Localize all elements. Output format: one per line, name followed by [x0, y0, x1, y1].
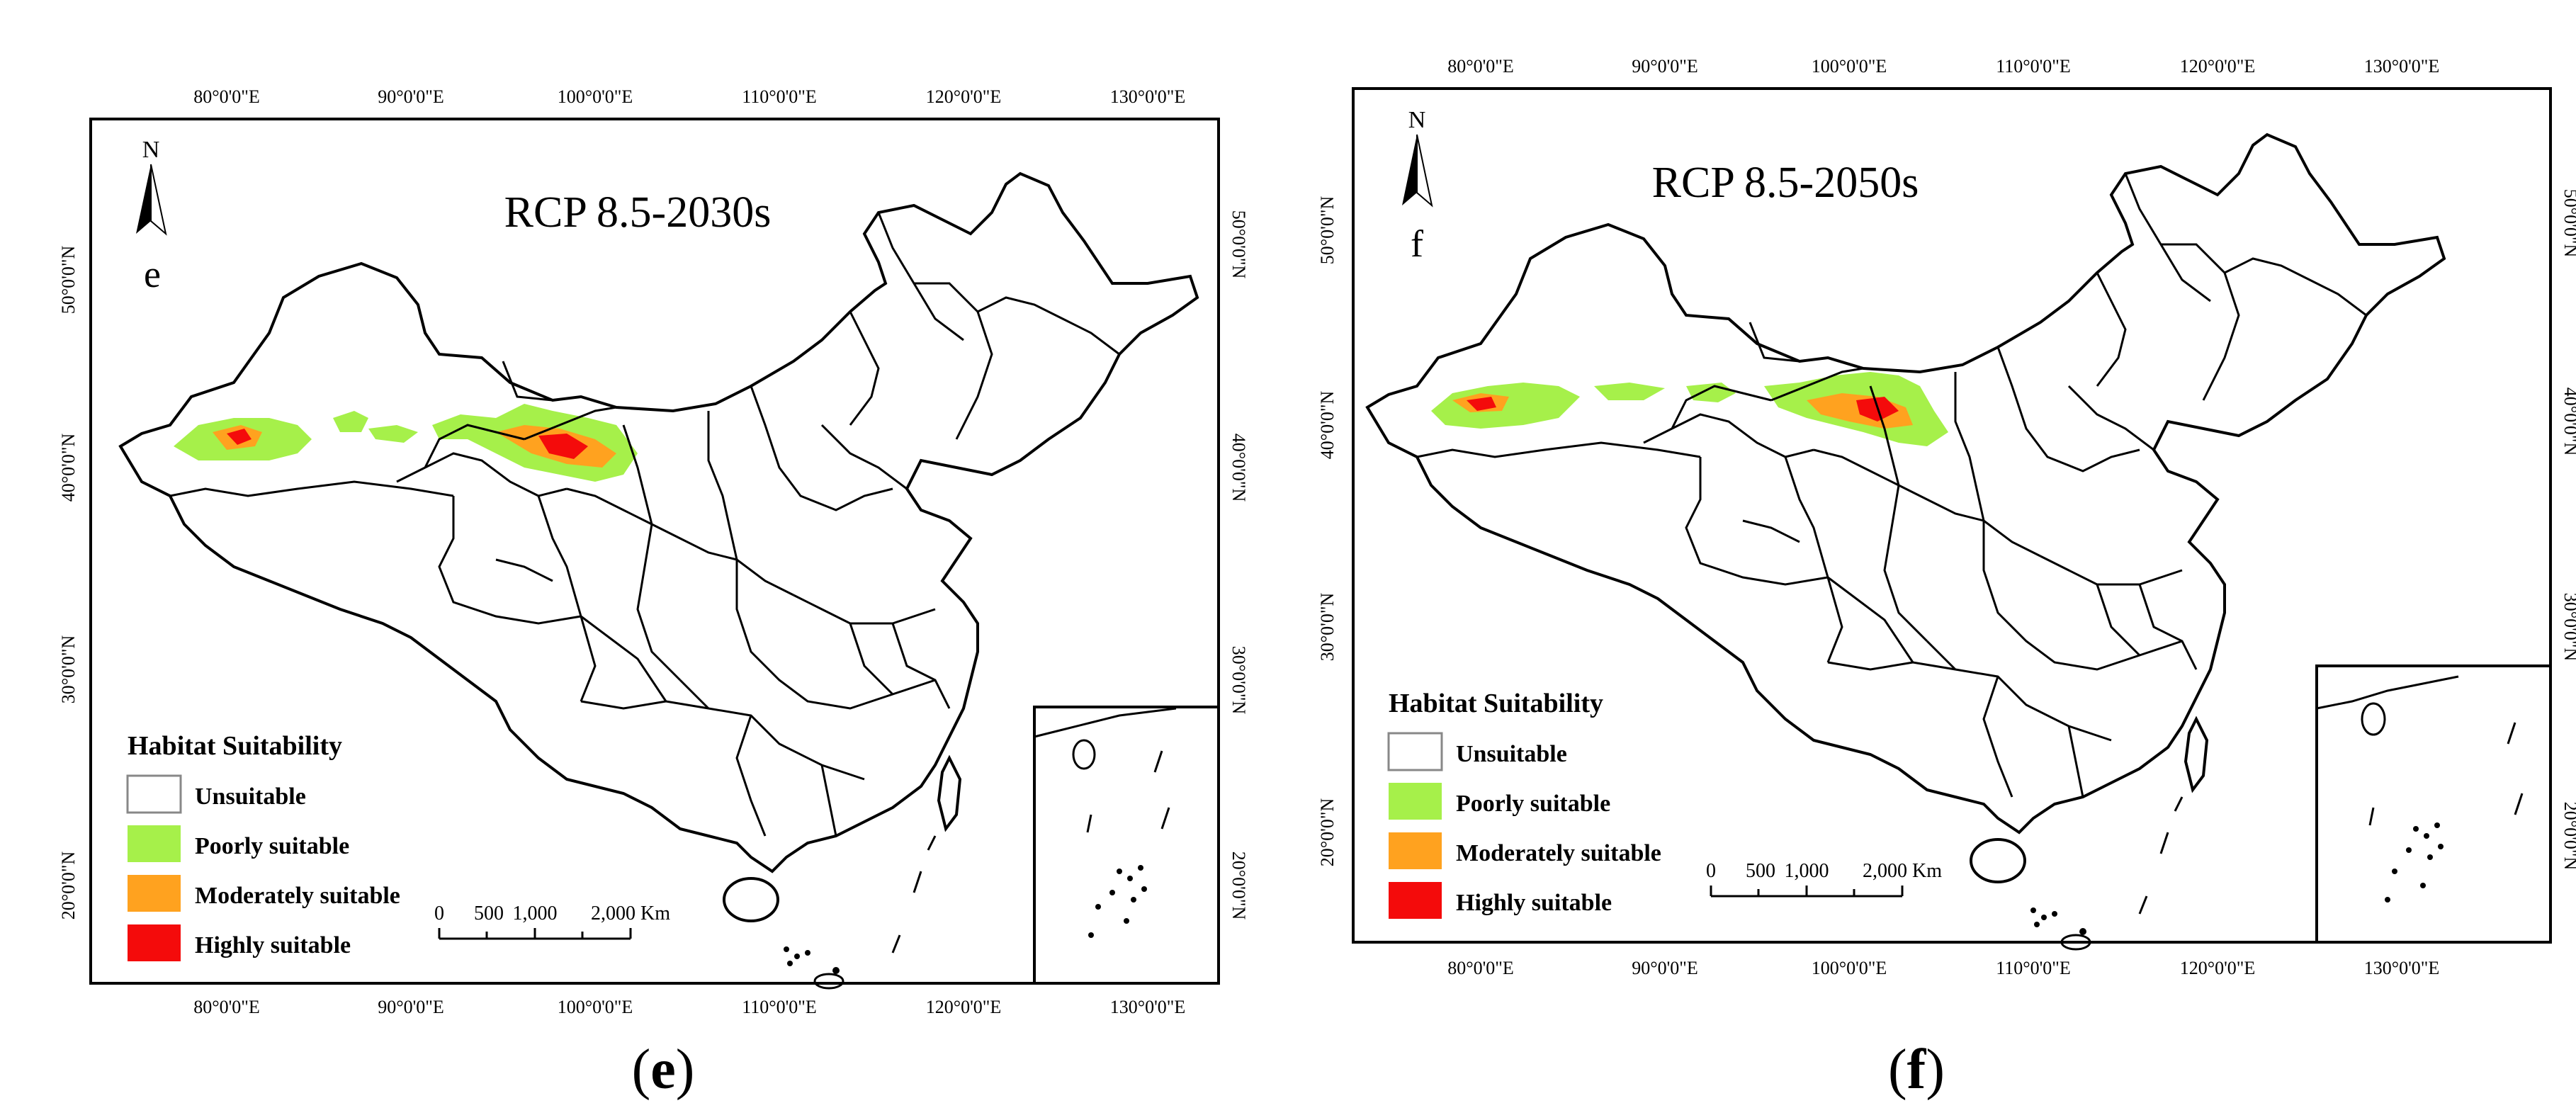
svg-text:20°0'0"N: 20°0'0"N — [1228, 852, 1247, 920]
legend-title: Habitat Suitability — [128, 731, 342, 761]
svg-text:1,000: 1,000 — [513, 903, 558, 924]
svg-text:110°0'0"E: 110°0'0"E — [742, 997, 817, 1017]
svg-text:30°0'0"N: 30°0'0"N — [1317, 593, 1338, 662]
svg-text:30°0'0"N: 30°0'0"N — [2560, 593, 2576, 662]
svg-text:90°0'0"E: 90°0'0"E — [1632, 958, 1698, 978]
svg-text:1,000: 1,000 — [1785, 860, 1829, 882]
suitability-layer-f — [1431, 372, 1948, 446]
svg-text:40°0'0"N: 40°0'0"N — [1317, 391, 1338, 460]
svg-text:90°0'0"E: 90°0'0"E — [378, 997, 444, 1017]
scalebar-f: 0 500 1,000 2,000 Km — [1706, 860, 1942, 898]
inset-frame-e — [1033, 706, 1220, 985]
north-arrow-icon-f — [1402, 135, 1417, 205]
svg-text:80°0'0"E: 80°0'0"E — [1447, 958, 1514, 978]
map-title-f: RCP 8.5-2050s — [1652, 159, 1919, 207]
legend-label-highly: Highly suitable — [195, 932, 351, 958]
map-panel-f: RCP 8.5-2050s N f Habitat Suitability Un… — [1317, 56, 2576, 978]
svg-text:20°0'0"N: 20°0'0"N — [2560, 802, 2576, 871]
highly-suitable-area — [227, 429, 588, 459]
svg-text:80°0'0"E: 80°0'0"E — [1447, 56, 1514, 77]
svg-text:50°0'0"N: 50°0'0"N — [2560, 189, 2576, 258]
svg-text:120°0'0"E: 120°0'0"E — [2180, 958, 2256, 978]
svg-text:100°0'0"E: 100°0'0"E — [1812, 958, 1887, 978]
svg-text:110°0'0"E: 110°0'0"E — [1996, 958, 2071, 978]
legend-title: Habitat Suitability — [1389, 689, 1603, 718]
svg-text:80°0'0"E: 80°0'0"E — [193, 997, 260, 1017]
svg-text:110°0'0"E: 110°0'0"E — [742, 86, 817, 107]
suitability-layer-e — [174, 404, 638, 482]
legend-label-moderately: Moderately suitable — [195, 883, 400, 909]
svg-text:500: 500 — [474, 903, 504, 924]
svg-text:50°0'0"N: 50°0'0"N — [1228, 210, 1247, 279]
svg-text:2,000 Km: 2,000 Km — [1863, 860, 1942, 882]
caption-f: (f) — [1888, 1039, 1945, 1101]
north-label-f: N — [1408, 107, 1426, 133]
legend-label-poorly: Poorly suitable — [1456, 791, 1610, 817]
scalebar-e: 0 500 1,000 2,000 Km — [434, 903, 670, 940]
legend-label-highly: Highly suitable — [1456, 890, 1612, 916]
panel-letter-e: e — [144, 253, 161, 295]
svg-text:130°0'0"E: 130°0'0"E — [2364, 56, 2440, 77]
svg-text:130°0'0"E: 130°0'0"E — [1110, 997, 1186, 1017]
svg-text:120°0'0"E: 120°0'0"E — [926, 86, 1002, 107]
svg-text:20°0'0"N: 20°0'0"N — [1317, 798, 1338, 867]
svg-text:40°0'0"N: 40°0'0"N — [58, 434, 79, 502]
legend-label-moderately: Moderately suitable — [1456, 840, 1661, 866]
north-label-e: N — [142, 137, 160, 163]
svg-text:40°0'0"N: 40°0'0"N — [1228, 434, 1247, 502]
svg-text:20°0'0"N: 20°0'0"N — [58, 852, 79, 920]
north-arrow-icon-e — [136, 164, 151, 234]
svg-text:120°0'0"E: 120°0'0"E — [2180, 56, 2256, 77]
svg-text:50°0'0"N: 50°0'0"N — [1317, 196, 1338, 265]
map-panel-e: RCP 8.5-2030s N e Habitat Suitability Un… — [58, 86, 1247, 1017]
svg-text:130°0'0"E: 130°0'0"E — [2364, 958, 2440, 978]
svg-text:100°0'0"E: 100°0'0"E — [1812, 56, 1887, 77]
svg-text:2,000 Km: 2,000 Km — [591, 903, 670, 924]
svg-text:110°0'0"E: 110°0'0"E — [1996, 56, 2071, 77]
legend-label-unsuitable: Unsuitable — [195, 784, 306, 810]
svg-text:100°0'0"E: 100°0'0"E — [558, 997, 633, 1017]
svg-text:80°0'0"E: 80°0'0"E — [193, 86, 260, 107]
legend-e: Habitat Suitability Unsuitable Poorly su… — [126, 731, 400, 961]
svg-text:100°0'0"E: 100°0'0"E — [558, 86, 633, 107]
map-frame-e — [89, 118, 1220, 985]
legend-label-unsuitable: Unsuitable — [1456, 741, 1567, 767]
svg-text:500: 500 — [1746, 860, 1775, 882]
panel-letter-f: f — [1411, 222, 1423, 265]
svg-text:30°0'0"N: 30°0'0"N — [58, 635, 79, 704]
svg-text:0: 0 — [434, 903, 444, 924]
svg-text:30°0'0"N: 30°0'0"N — [1228, 646, 1247, 715]
caption-e: (e) — [631, 1039, 695, 1101]
svg-text:50°0'0"N: 50°0'0"N — [58, 246, 79, 315]
svg-text:0: 0 — [1706, 860, 1716, 882]
map-title-e: RCP 8.5-2030s — [504, 188, 772, 237]
legend-f: Habitat Suitability Unsuitable Poorly su… — [1387, 689, 1661, 919]
inset-frame-f — [2315, 664, 2552, 944]
svg-text:90°0'0"E: 90°0'0"E — [378, 86, 444, 107]
svg-text:90°0'0"E: 90°0'0"E — [1632, 56, 1698, 77]
legend-label-poorly: Poorly suitable — [195, 833, 349, 859]
svg-text:120°0'0"E: 120°0'0"E — [926, 997, 1002, 1017]
svg-text:40°0'0"N: 40°0'0"N — [2560, 388, 2576, 456]
svg-text:130°0'0"E: 130°0'0"E — [1110, 86, 1186, 107]
